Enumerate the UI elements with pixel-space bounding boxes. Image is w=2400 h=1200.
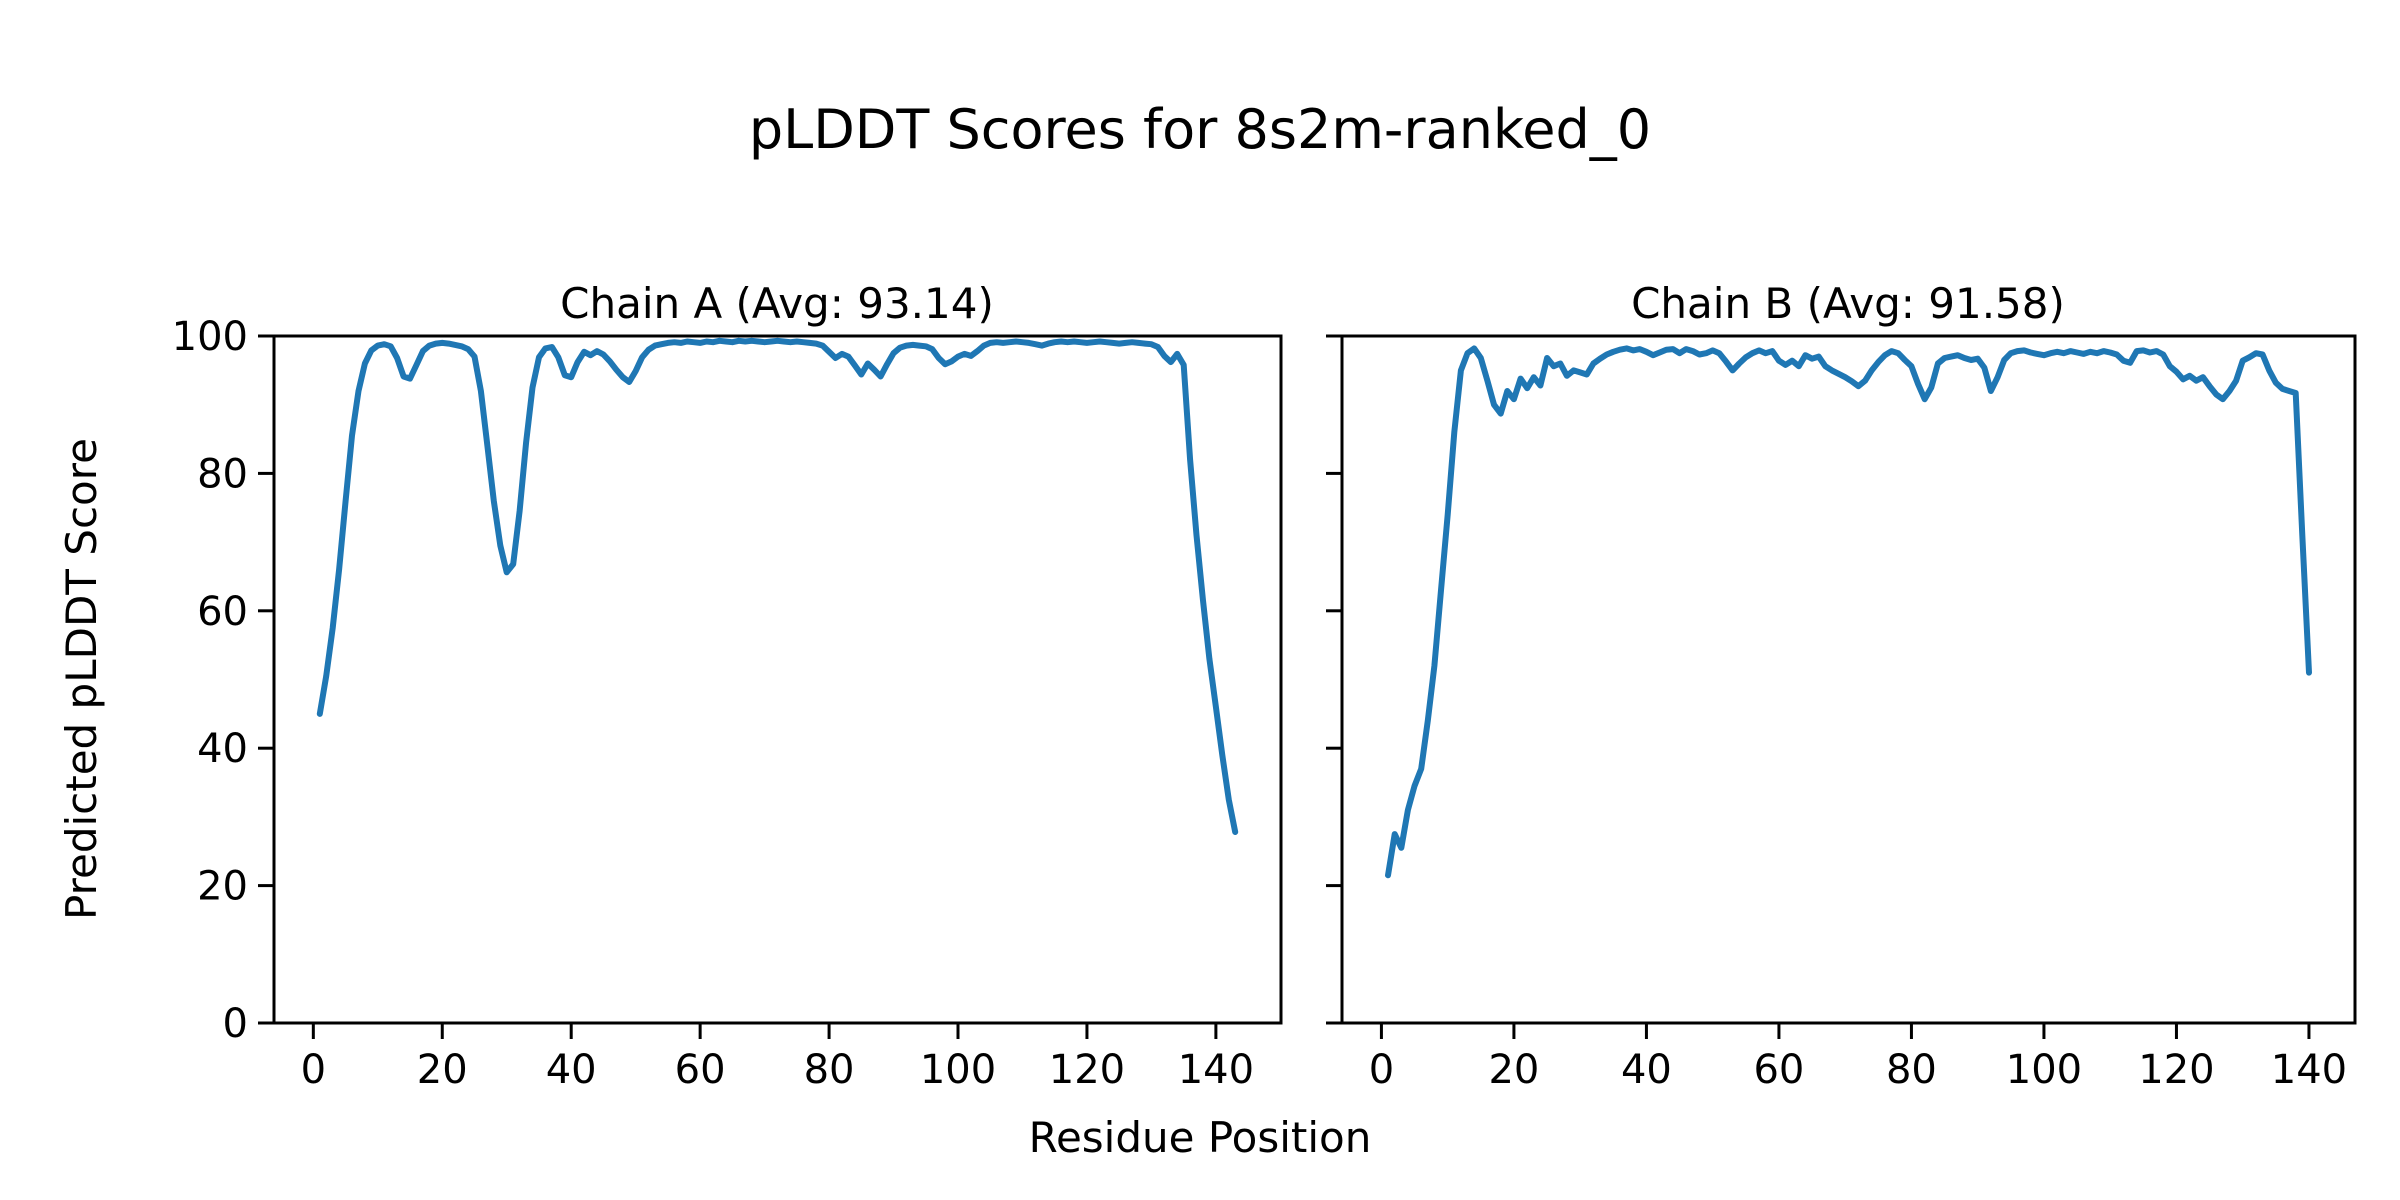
x-tick-label: 120 — [1049, 1047, 1125, 1093]
x-tick-label: 100 — [2006, 1047, 2082, 1093]
y-tick-label: 40 — [197, 726, 248, 772]
axes-chain-b: Chain B (Avg: 91.58) 0 20 40 60 80 100 120 140 — [1326, 279, 2357, 1093]
x-axis-label: Residue Position — [1029, 1113, 1372, 1162]
axes-chain-a: Chain A (Avg: 93.14) 0 20 40 60 80 100 120 1400… — [172, 279, 1283, 1093]
axes-chain-a-ticks: 0 20 40 60 80 100 120 140 0 20 40 60 80 100 — [172, 314, 1254, 1093]
axes-chain-a-spines — [272, 334, 1283, 1025]
plddt-line-chain-A — [316, 337, 1239, 835]
x-tick-label: 80 — [1886, 1047, 1937, 1093]
axes-chain-a-series — [316, 337, 1239, 835]
y-tick-label: 0 — [223, 1001, 248, 1047]
x-tick-label: 20 — [417, 1047, 468, 1093]
x-tick-label: 20 — [1488, 1047, 1539, 1093]
axes-title-chain-a: Chain A (Avg: 93.14) — [560, 279, 994, 328]
x-tick-label: 140 — [1178, 1047, 1254, 1093]
x-tick-label: 0 — [1369, 1047, 1394, 1093]
y-tick-label: 60 — [197, 589, 248, 635]
x-tick-label: 40 — [1621, 1047, 1672, 1093]
figure-title: pLDDT Scores for 8s2m-ranked_0 — [749, 98, 1651, 161]
y-tick-label: 80 — [197, 451, 248, 497]
y-axis-label: Predicted pLDDT Score — [57, 438, 106, 920]
y-tick-label: 20 — [197, 864, 248, 910]
axes-title-chain-b: Chain B (Avg: 91.58) — [1631, 279, 2065, 328]
axes-chain-b-spines — [1340, 334, 2357, 1025]
x-tick-label: 0 — [301, 1047, 326, 1093]
plddt-line-chain-B — [1385, 345, 2312, 879]
x-tick-label: 80 — [804, 1047, 855, 1093]
axes-chain-b-ticks: 0 20 40 60 80 100 120 140 — [1326, 334, 2347, 1093]
y-tick-label: 100 — [172, 314, 248, 360]
x-tick-label: 140 — [2271, 1047, 2347, 1093]
x-tick-label: 60 — [1753, 1047, 1804, 1093]
x-tick-label: 120 — [2138, 1047, 2214, 1093]
x-tick-label: 40 — [546, 1047, 597, 1093]
x-tick-label: 100 — [920, 1047, 996, 1093]
x-tick-label: 60 — [675, 1047, 726, 1093]
axes-chain-b-series — [1385, 345, 2312, 879]
